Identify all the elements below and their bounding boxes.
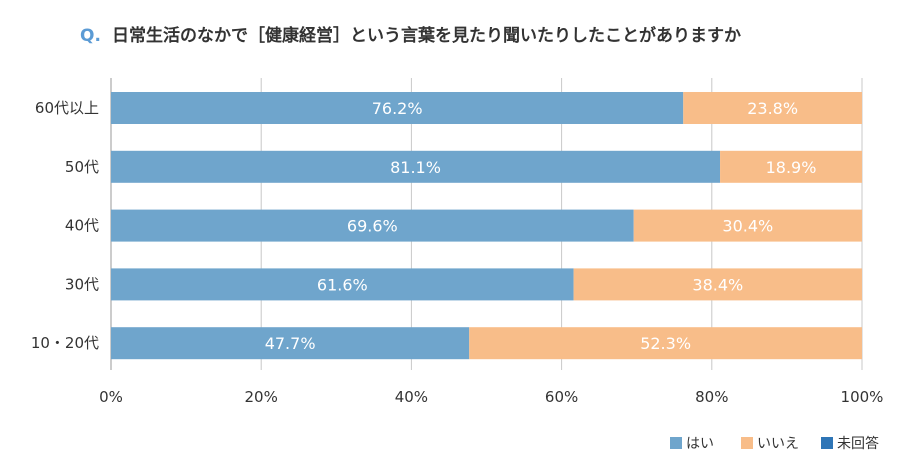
category-label: 60代以上 — [35, 99, 99, 117]
value-axis: 0% 20% 40% 60% 80% 100% — [99, 388, 883, 406]
legend-label: 未回答 — [837, 435, 879, 452]
x-tick-label: 60% — [545, 388, 578, 406]
category-label: 30代 — [65, 275, 99, 293]
chart-title-prefix: Q. — [80, 26, 101, 46]
chart-title-text: 日常生活のなかで［健康経営］という言葉を見たり聞いたりしたことがありますか — [112, 25, 741, 46]
data-label: 52.3% — [640, 334, 691, 353]
bars: 76.2% 23.8% 81.1% 18.9% 69.6% 30.4% 61.6% 38.4%… — [111, 92, 862, 360]
x-tick-label: 80% — [695, 388, 728, 406]
bar-segment — [111, 268, 574, 301]
data-label: 23.8% — [747, 99, 798, 118]
bar-segment — [111, 150, 721, 183]
bar-segment — [683, 92, 862, 124]
category-axis: 60代以上 50代 40代 30代 10・20代 — [31, 99, 99, 352]
data-label: 38.4% — [692, 275, 743, 294]
x-tick-label: 100% — [841, 388, 884, 406]
data-label: 69.6% — [347, 217, 398, 236]
data-label: 81.1% — [390, 158, 441, 177]
legend-label: いいえ — [757, 436, 799, 452]
bar-segment — [469, 327, 862, 360]
x-tick-label: 40% — [395, 388, 428, 406]
data-label: 61.6% — [317, 275, 368, 294]
bar-segment — [111, 92, 684, 124]
legend-swatch — [670, 437, 682, 449]
bar-segment — [573, 268, 862, 301]
legend-label: はい — [686, 436, 714, 452]
data-label: 76.2% — [372, 99, 423, 118]
legend-swatch — [741, 437, 753, 449]
category-label: 10・20代 — [31, 334, 99, 352]
bar-segment — [633, 209, 862, 242]
x-tick-label: 20% — [245, 388, 278, 406]
legend-swatch — [821, 437, 833, 449]
bar-segment — [111, 327, 470, 360]
data-label: 47.7% — [265, 334, 316, 353]
data-label: 30.4% — [722, 217, 773, 236]
legend: はい いいえ 未回答 — [670, 435, 879, 452]
data-label: 18.9% — [766, 158, 817, 177]
category-label: 40代 — [65, 217, 99, 235]
category-label: 50代 — [65, 158, 99, 176]
bar-segment — [111, 209, 634, 242]
bar-segment — [720, 150, 862, 183]
x-tick-label: 0% — [99, 388, 123, 406]
chart-title: Q. 日常生活のなかで［健康経営］という言葉を見たり聞いたりしたことがありますか — [80, 25, 741, 46]
